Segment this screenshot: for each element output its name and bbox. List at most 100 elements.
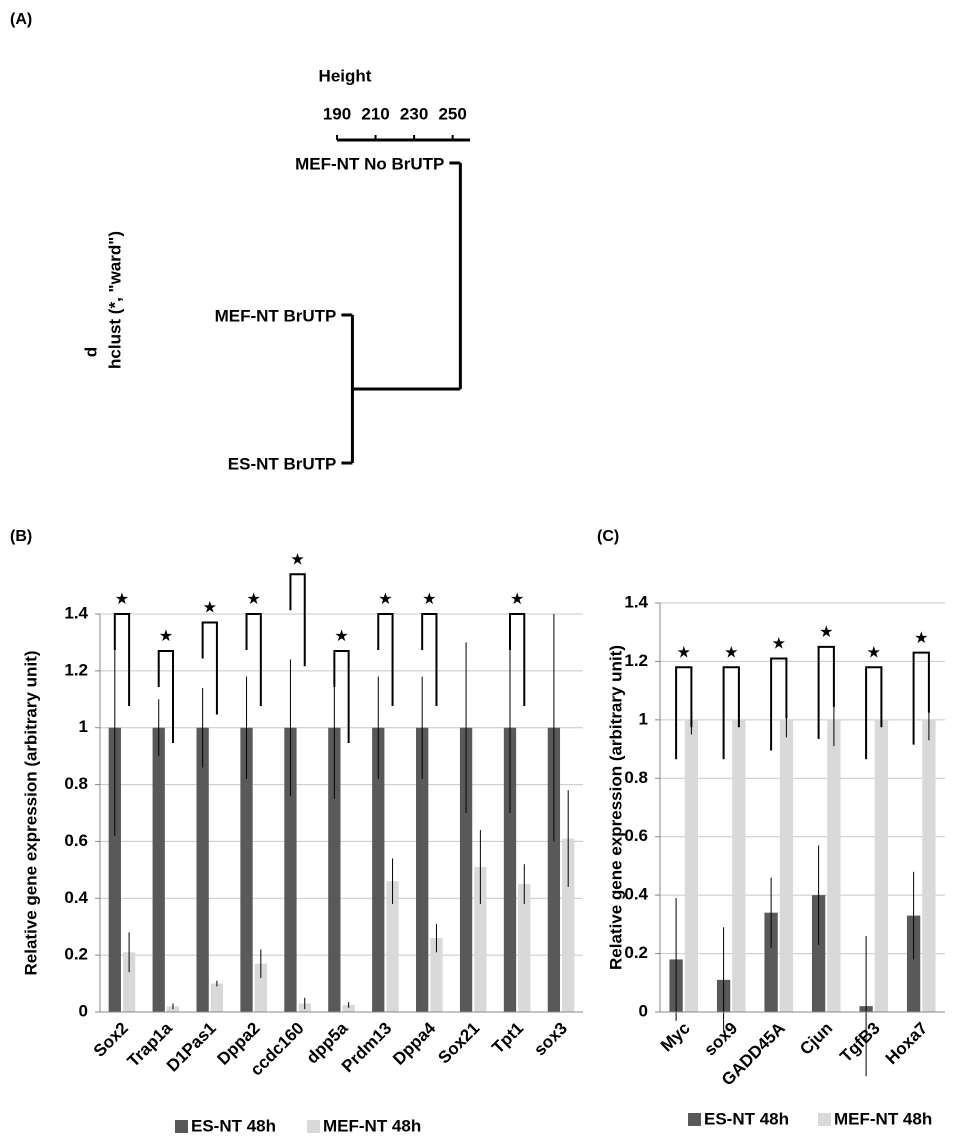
significance-bracket <box>722 666 740 760</box>
significance-star: ★ <box>422 591 436 608</box>
bar <box>152 727 165 1012</box>
bar <box>764 912 778 1012</box>
legend-label: ES-NT 48h <box>704 1109 789 1128</box>
y-tick-label: 0.6 <box>624 826 648 845</box>
y-tick-label: 0.8 <box>624 768 648 787</box>
y-tick-label: 1 <box>639 709 648 728</box>
x-tick-label: 190 <box>323 104 351 123</box>
y-tick-label: 0.6 <box>64 831 88 850</box>
bar <box>240 727 253 1012</box>
significance-bracket <box>912 651 930 745</box>
bar <box>430 938 443 1012</box>
significance-bracket <box>675 666 693 760</box>
panel-label: (C) <box>597 528 619 545</box>
significance-bracket <box>245 613 262 706</box>
bar <box>122 952 136 1012</box>
y-tick-label: 1.2 <box>624 651 648 670</box>
bar <box>874 719 889 1012</box>
significance-star: ★ <box>510 591 524 608</box>
significance-star: ★ <box>677 644 691 661</box>
legend-label: MEF-NT 48h <box>834 1109 932 1128</box>
bar <box>547 727 561 1012</box>
y-tick-label: 0.4 <box>64 888 88 907</box>
significance-bracket <box>113 613 131 706</box>
significance-star: ★ <box>378 591 392 608</box>
legend-swatch <box>175 1120 188 1133</box>
significance-star: ★ <box>290 551 304 568</box>
y-tick-label: 0 <box>79 1001 88 1020</box>
bar <box>459 727 473 1012</box>
bar <box>108 727 121 1012</box>
y-tick-label: 1.2 <box>64 660 88 679</box>
significance-star: ★ <box>334 628 348 645</box>
legend-label: MEF-NT 48h <box>323 1116 421 1135</box>
bar <box>922 719 936 1012</box>
bar <box>474 867 487 1012</box>
significance-star: ★ <box>203 600 217 617</box>
x-tick-label: 210 <box>361 104 389 123</box>
legend-label: ES-NT 48h <box>191 1116 276 1135</box>
significance-bracket <box>201 621 218 715</box>
leaf-label: ES-NT BrUTP <box>228 454 337 473</box>
significance-star: ★ <box>772 636 786 653</box>
y-tick-label: 0.2 <box>624 943 648 962</box>
y-tick-label: 1 <box>79 717 88 736</box>
significance-bracket <box>770 657 788 751</box>
bar <box>732 719 746 1012</box>
y-axis-title: Relative gene expression (arbitrary unit… <box>21 651 40 976</box>
significance-bracket <box>508 613 526 706</box>
y-tick-label: 0.4 <box>624 885 648 904</box>
bar <box>386 881 399 1012</box>
panel-label: (A) <box>10 11 32 28</box>
legend-swatch <box>688 1113 701 1126</box>
bar <box>342 1004 355 1012</box>
significance-bracket <box>377 613 394 706</box>
bar <box>518 884 531 1012</box>
significance-star: ★ <box>159 628 173 645</box>
axis-title: Height <box>319 66 372 85</box>
y-label: d <box>81 347 100 357</box>
significance-star: ★ <box>914 630 928 647</box>
y-label: Relative gene expression (arbitrary unit… <box>606 645 625 970</box>
bar <box>906 915 921 1012</box>
significance-bracket <box>421 613 438 706</box>
bar <box>562 838 575 1012</box>
x-tick-label: 230 <box>400 104 428 123</box>
bar <box>416 727 429 1012</box>
significance-star: ★ <box>724 644 738 661</box>
significance-bracket <box>865 666 883 760</box>
y-tick-label: 1.4 <box>64 603 88 622</box>
bar <box>684 719 699 1012</box>
significance-bracket <box>817 645 835 739</box>
bar <box>196 727 209 1012</box>
bar <box>284 727 297 1012</box>
y-tick-label: 1.4 <box>624 592 648 611</box>
panel-label: (B) <box>10 528 32 545</box>
bar <box>210 983 224 1012</box>
bar <box>811 895 826 1012</box>
bar <box>779 719 794 1012</box>
y-axis-title-top: d <box>81 347 100 357</box>
significance-star: ★ <box>247 591 261 608</box>
y-label: hclust (*, "ward") <box>105 231 124 369</box>
significance-bracket <box>333 649 350 743</box>
bar <box>827 719 841 1012</box>
significance-star: ★ <box>819 624 833 641</box>
y-tick-label: 0 <box>639 1001 648 1020</box>
y-tick-label: 0.8 <box>64 774 88 793</box>
bar <box>503 727 517 1012</box>
significance-star: ★ <box>115 591 129 608</box>
bar <box>372 727 385 1012</box>
y-axis-title: hclust (*, "ward") <box>105 231 124 369</box>
bar <box>328 727 341 1012</box>
y-axis-title: Relative gene expression (arbitrary unit… <box>606 645 625 970</box>
significance-bracket <box>289 573 306 667</box>
y-label: Relative gene expression (arbitrary unit… <box>21 651 40 976</box>
leaf-label: MEF-NT No BrUTP <box>295 154 444 173</box>
significance-bracket <box>157 649 175 743</box>
bar <box>254 963 267 1012</box>
x-tick-label: 250 <box>438 104 466 123</box>
leaf-label: MEF-NT BrUTP <box>215 306 337 325</box>
y-tick-label: 0.2 <box>64 945 88 964</box>
